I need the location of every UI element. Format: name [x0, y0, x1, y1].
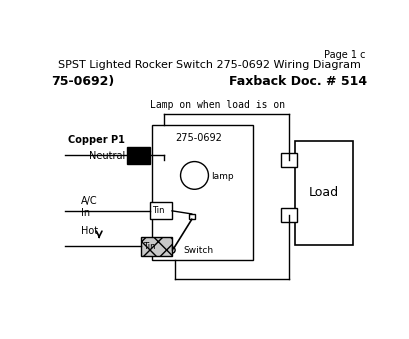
Text: Load: Load	[309, 186, 339, 199]
Text: 75-0692): 75-0692)	[51, 75, 115, 88]
Bar	[295, 141, 353, 245]
Text: Tin: Tin	[152, 206, 164, 215]
Bar	[281, 208, 297, 222]
Bar	[281, 153, 297, 167]
Text: Lamp on when load is on: Lamp on when load is on	[150, 100, 285, 110]
Text: lamp: lamp	[211, 173, 234, 181]
Text: Copper P1: Copper P1	[68, 135, 125, 145]
Bar	[151, 202, 172, 219]
Text: Tin: Tin	[143, 242, 155, 251]
Circle shape	[169, 247, 175, 253]
Text: Neutral: Neutral	[88, 151, 125, 161]
Circle shape	[180, 162, 209, 189]
Bar	[127, 147, 151, 164]
Text: Faxback Doc. # 514: Faxback Doc. # 514	[229, 75, 367, 88]
Bar	[189, 214, 195, 219]
Text: SPST Lighted Rocker Switch 275-0692 Wiring Diagram: SPST Lighted Rocker Switch 275-0692 Wiri…	[58, 60, 361, 70]
Text: 275-0692: 275-0692	[175, 133, 222, 143]
Text: A/C
In: A/C In	[81, 196, 97, 218]
Bar	[141, 237, 172, 256]
Text: Hot: Hot	[81, 226, 98, 236]
Bar	[152, 125, 253, 260]
Text: Page 1 c: Page 1 c	[324, 50, 365, 60]
Text: Switch: Switch	[183, 246, 213, 255]
